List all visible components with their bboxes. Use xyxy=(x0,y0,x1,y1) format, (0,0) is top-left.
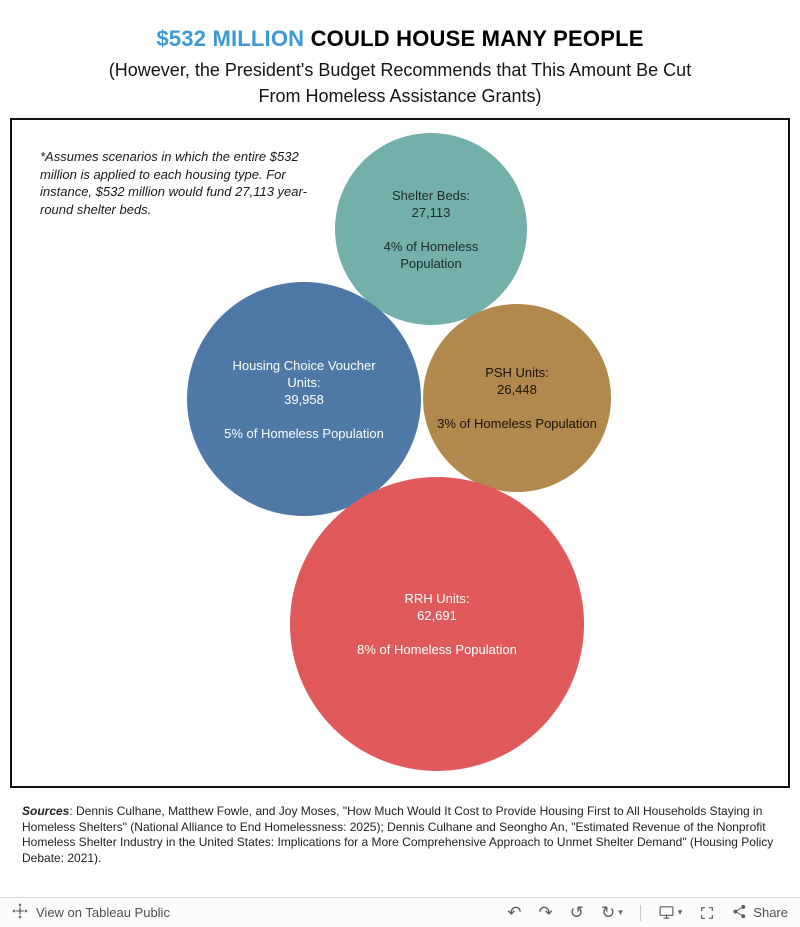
share-label: Share xyxy=(753,905,788,920)
share-icon xyxy=(732,904,747,922)
bubble-label: Shelter Beds: xyxy=(391,187,471,203)
undo-button[interactable]: ↶ xyxy=(507,904,521,921)
reset-icon: ↺ xyxy=(569,903,584,922)
header: $532 MILLION COULD HOUSE MANY PEOPLE (Ho… xyxy=(0,0,800,109)
sources-text: : Dennis Culhane, Matthew Fowle, and Joy… xyxy=(22,804,774,865)
bubble-label: PSH Units: xyxy=(485,365,549,380)
bubble-housing-choice-voucher[interactable]: Housing Choice Voucher Units: 39,958 5% … xyxy=(187,282,421,516)
fullscreen-icon xyxy=(699,905,715,921)
redo-button[interactable]: ↷ xyxy=(538,904,552,921)
toolbar-separator xyxy=(639,904,641,921)
bubble-percent: 8% of Homeless Population xyxy=(357,642,517,657)
refresh-icon: ↻ xyxy=(600,903,616,922)
annotation-note: *Assumes scenarios in which the entire $… xyxy=(40,149,307,217)
undo-icon: ↶ xyxy=(507,903,522,922)
bubble-value: 39,958 xyxy=(284,391,324,407)
bubble-percent: 5% of Homeless Population xyxy=(224,425,384,441)
footer-toolbar: View on Tableau Public ↶ ↷ ↺ ↻ ▾ ▾ xyxy=(0,897,800,927)
reset-button[interactable]: ↺ xyxy=(570,904,584,921)
share-button[interactable]: Share xyxy=(732,904,788,922)
bubble-value: 26,448 xyxy=(497,382,537,397)
bubble-label: Housing Choice Voucher Units: xyxy=(232,357,376,390)
download-button[interactable]: ▾ xyxy=(658,904,683,921)
bubble-percent: 3% of Homeless Population xyxy=(437,416,597,431)
sources-label: Sources xyxy=(22,804,70,818)
fullscreen-button[interactable] xyxy=(699,905,715,921)
redo-icon: ↷ xyxy=(538,903,553,922)
download-icon xyxy=(658,904,675,921)
toolbar-actions: ↶ ↷ ↺ ↻ ▾ ▾ xyxy=(507,904,788,922)
refresh-button[interactable]: ↻ ▾ xyxy=(601,904,623,921)
bubble-percent: 4% of Homeless Population xyxy=(383,238,479,271)
bubble-psh-units[interactable]: PSH Units: 26,448 3% of Homeless Populat… xyxy=(423,304,611,492)
chevron-down-icon: ▾ xyxy=(677,907,683,917)
sources-note: Sources: Dennis Culhane, Matthew Fowle, … xyxy=(22,804,778,866)
view-on-tableau-link[interactable]: View on Tableau Public xyxy=(12,903,170,922)
title-highlight: $532 MILLION xyxy=(156,26,305,51)
view-on-tableau-label: View on Tableau Public xyxy=(36,905,170,920)
page-title: $532 MILLION COULD HOUSE MANY PEOPLE xyxy=(0,24,800,54)
bubble-label: RRH Units: xyxy=(404,591,470,606)
title-rest: COULD HOUSE MANY PEOPLE xyxy=(304,26,644,51)
bubble-shelter-beds[interactable]: Shelter Beds: 27,113 4% of Homeless Popu… xyxy=(335,133,527,325)
tableau-logo-icon xyxy=(12,903,28,922)
bubble-rrh-units[interactable]: RRH Units: 62,691 8% of Homeless Populat… xyxy=(290,477,584,771)
bubble-value: 27,113 xyxy=(411,204,451,220)
bubble-value: 62,691 xyxy=(417,608,457,623)
page-subtitle: (However, the President's Budget Recomme… xyxy=(108,60,692,106)
viz-canvas: *Assumes scenarios in which the entire $… xyxy=(10,118,790,788)
chevron-down-icon: ▾ xyxy=(618,907,623,917)
